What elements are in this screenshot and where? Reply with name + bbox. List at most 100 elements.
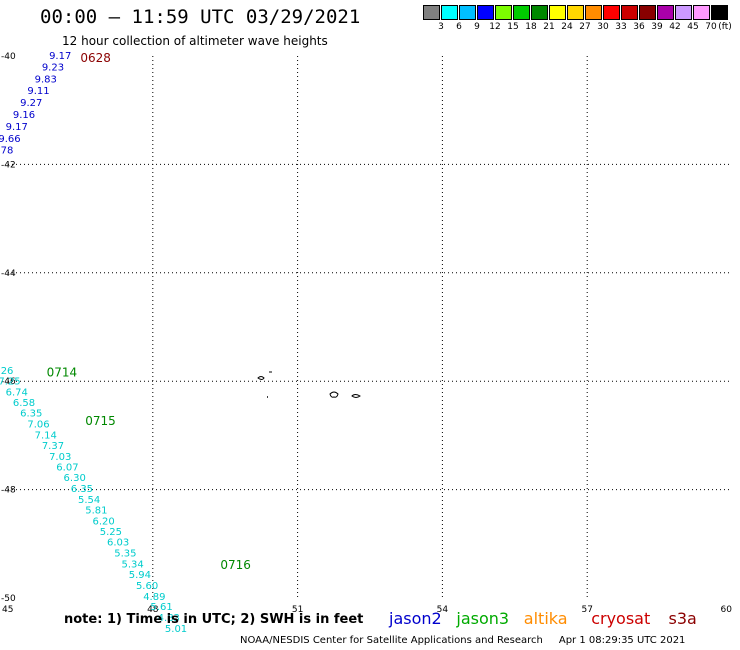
legend-swatch	[513, 5, 530, 20]
lon-label: 51	[292, 605, 303, 615]
legend-label: 45	[687, 22, 699, 32]
lon-label: 60	[721, 605, 733, 615]
lat-label: -42	[1, 160, 16, 170]
jason3-swh-value: 5.60	[136, 581, 158, 592]
jason2-swh-value: 9.66	[0, 134, 21, 145]
jason2-swh-value: 10.78	[0, 145, 13, 156]
legend-label: 15	[507, 22, 519, 32]
lat-label: -44	[1, 269, 16, 279]
legend-swatch	[603, 5, 620, 20]
pass-time-label: 0714	[47, 365, 78, 379]
legend-swatch	[657, 5, 674, 20]
jason2-swh-value: 9.83	[35, 74, 57, 85]
pass-time-label: 0715	[85, 414, 116, 428]
legend-swatch	[423, 5, 440, 20]
satellite-name-jason2: jason2	[389, 609, 442, 628]
lat-label: -46	[1, 377, 16, 387]
jason3-swh-value: 4.89	[143, 592, 165, 603]
jason3-swh-value: 5.01	[165, 624, 187, 635]
page-subtitle: 12 hour collection of altimeter wave hei…	[62, 34, 328, 48]
legend-swatch	[621, 5, 638, 20]
legend-label: 42	[669, 22, 681, 32]
axis-labels: 45 48 51 54 57 60 -40 -42 -44 -46 -48 -50	[1, 52, 732, 615]
legend-label: 6	[456, 22, 462, 32]
legend-swatch	[711, 5, 728, 20]
legend-swatch	[675, 5, 692, 20]
jason3-swh-value: 6.35	[20, 409, 42, 420]
legend-label: 24	[561, 22, 573, 32]
legend-swatch	[567, 5, 584, 20]
jason3-swh-value: 5.35	[114, 549, 136, 560]
legend-label: 39	[651, 22, 663, 32]
satellite-name-jason3: jason3	[456, 609, 510, 628]
jason3-swh-value: 5.25	[100, 527, 122, 538]
satellite-name-s3a: s3a	[668, 609, 697, 628]
jason3-swh-value: 6.03	[107, 538, 129, 549]
legend-label: 27	[579, 22, 591, 32]
legend-label: 12	[489, 22, 501, 32]
jason3-swh-value: 7.25	[0, 377, 21, 388]
jason2-swh-value: 9.17	[49, 51, 71, 62]
credit-org: NOAA/NESDIS Center for Satellite Applica…	[240, 635, 543, 646]
satellite-name-cryosat: cryosat	[591, 609, 651, 628]
lon-label: 48	[147, 605, 159, 615]
legend-swatch	[549, 5, 566, 20]
lon-label: 45	[2, 605, 13, 615]
satellite-name-altika: altika	[523, 609, 568, 628]
lat-label: -48	[1, 486, 16, 496]
lon-label: 57	[581, 605, 592, 615]
pass-time-label: 0628	[80, 51, 111, 65]
lat-label: -40	[1, 52, 16, 62]
legend-label: 70	[705, 22, 717, 32]
legend-label: 36	[633, 22, 645, 32]
footer-note: note: 1) Time is in UTC; 2) SWH is in fe…	[64, 612, 364, 627]
jason3-swh-value: 7.14	[35, 430, 57, 441]
jason3-swh-value: 5.54	[78, 495, 100, 506]
jason3-swh-value: 5.61	[150, 602, 172, 613]
jason2-swh-value: 9.11	[27, 86, 49, 97]
island-shape	[351, 394, 361, 398]
jason2-swh-value: 9.27	[20, 98, 42, 109]
legend-swatch	[441, 5, 458, 20]
legend-swatch	[585, 5, 602, 20]
legend-swatch	[459, 5, 476, 20]
satellite-tracks: 9.179.239.839.119.279.169.179.6610.78062…	[0, 51, 251, 635]
jason3-swh-value: 5.34	[121, 559, 143, 570]
jason2-swh-value: 9.16	[13, 110, 35, 121]
jason2-swh-value: 9.23	[42, 62, 64, 73]
legend-label: 21	[543, 22, 555, 32]
jason3-swh-value: 6.26	[0, 366, 13, 377]
jason3-swh-value: 7.03	[49, 452, 71, 463]
lon-label: 54	[437, 605, 449, 615]
jason3-swh-value: 5.81	[85, 506, 107, 517]
legend-swatch	[477, 5, 494, 20]
legend-label: 9	[474, 22, 480, 32]
island-shape	[329, 391, 339, 398]
legend-swatch	[531, 5, 548, 20]
crozet-islands	[257, 371, 361, 398]
legend-swatch	[639, 5, 656, 20]
legend-unit: (ft)	[718, 22, 732, 32]
jason3-swh-value: 7.06	[27, 420, 49, 431]
credit-date: Apr 1 08:29:35 UTC 2021	[558, 635, 686, 646]
pass-time-label: 0716	[220, 558, 251, 572]
jason3-swh-value: 4.83	[158, 613, 180, 624]
island-shape	[257, 376, 265, 380]
jason3-swh-value: 6.30	[64, 473, 86, 484]
legend-label: 33	[615, 22, 627, 32]
legend-label: 30	[597, 22, 609, 32]
jason3-swh-value: 6.58	[13, 398, 35, 409]
map-grid	[8, 56, 732, 598]
page-title: 00:00 – 11:59 UTC 03/29/2021	[40, 6, 361, 28]
lat-label: -50	[1, 594, 16, 604]
jason3-swh-value: 6.20	[93, 517, 115, 528]
jason2-swh-value: 9.17	[6, 122, 28, 133]
jason3-swh-value: 6.07	[56, 462, 78, 473]
jason3-swh-value: 6.35	[71, 484, 93, 495]
credit-line: NOAA/NESDIS Center for Satellite Applica…	[240, 635, 701, 646]
jason3-swh-value: 5.94	[129, 570, 151, 581]
jason3-swh-value: 6.74	[6, 388, 28, 399]
legend-label: 3	[438, 22, 444, 32]
legend-swatch	[495, 5, 512, 20]
